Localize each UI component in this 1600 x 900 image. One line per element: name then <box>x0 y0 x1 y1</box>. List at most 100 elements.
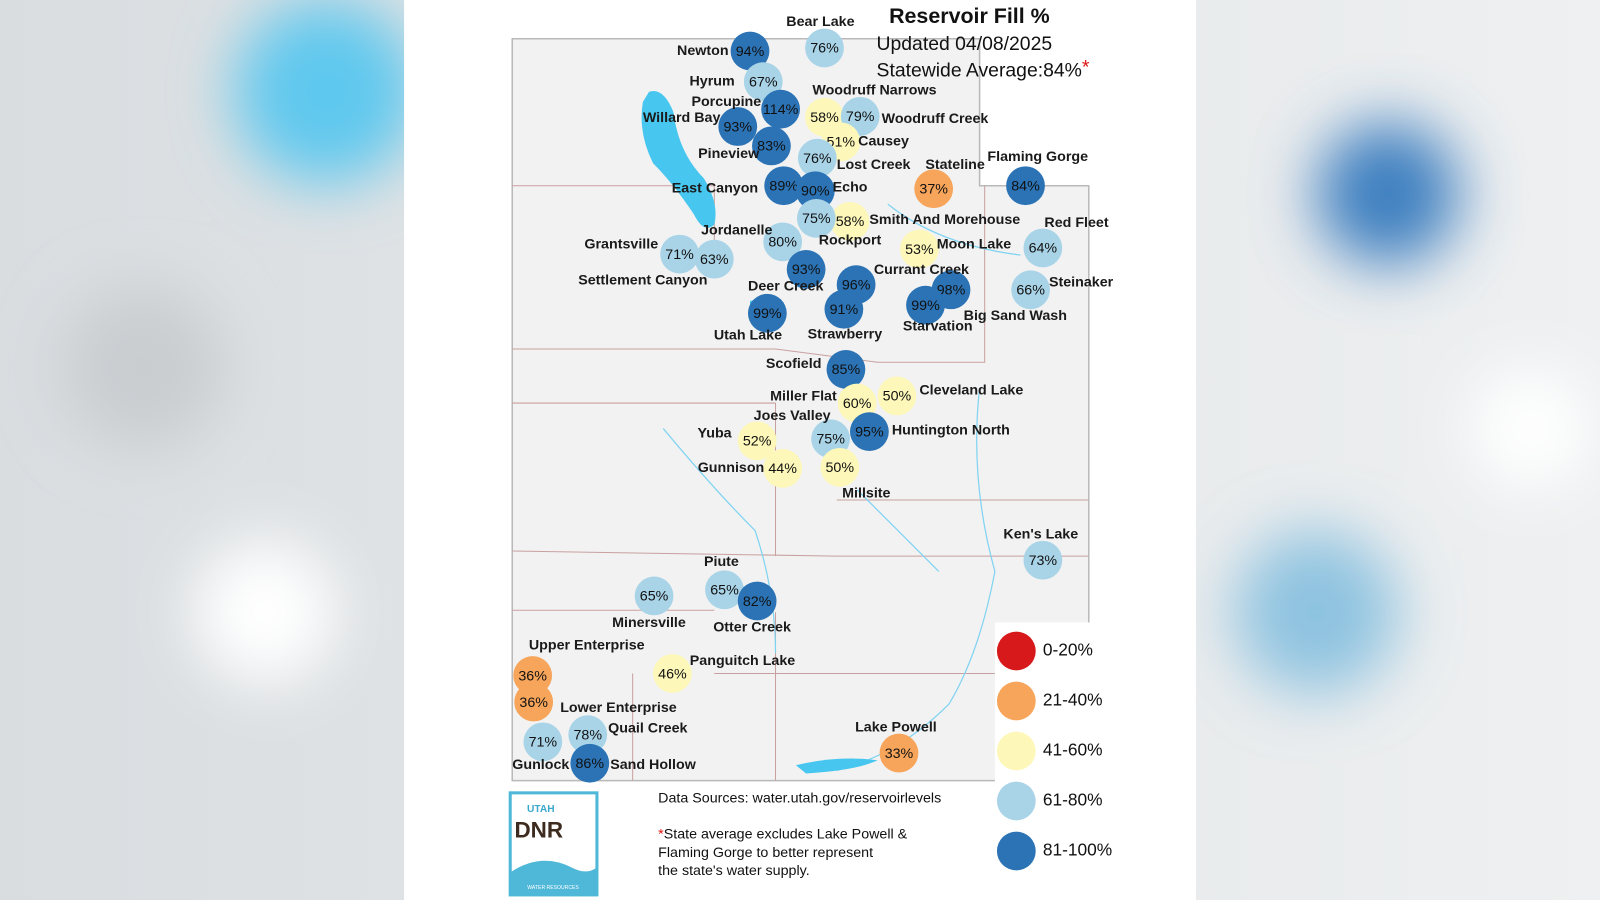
title: Reservoir Fill % <box>889 4 1050 28</box>
fill-label: 46% <box>658 666 687 682</box>
reservoir-name: Quail Creek <box>608 720 687 736</box>
fill-label: 75% <box>816 432 845 448</box>
reservoir-name: Piute <box>704 554 739 570</box>
fill-label: 90% <box>801 184 830 200</box>
reservoir-name: Causey <box>858 134 909 150</box>
reservoir-circle <box>761 89 800 129</box>
reservoir-name: Jordanelle <box>701 222 772 238</box>
reservoir-name: Currant Creek <box>874 262 969 278</box>
reservoir-name: Gunnison <box>698 460 765 476</box>
reservoir-circle <box>1023 228 1063 268</box>
fill-label: 76% <box>803 151 832 167</box>
fill-label: 84% <box>1011 179 1040 195</box>
reservoir-circle <box>796 198 836 238</box>
legend: 0-20% 21-40% 41-60% 61-80% 81-100% <box>994 622 1123 878</box>
legend-swatch <box>996 781 1036 821</box>
reservoir-circle <box>747 293 787 333</box>
fill-label: 71% <box>665 247 694 263</box>
reservoir-name: Otter Creek <box>713 619 791 635</box>
reservoir-name: Smith And Morehouse <box>869 212 1020 228</box>
updated: Updated 04/08/2025 <box>877 33 1053 55</box>
reservoir-circle <box>906 285 945 325</box>
reservoir-name: Woodruff Narrows <box>812 83 936 99</box>
reservoir-circle <box>634 576 674 616</box>
fill-label: 96% <box>842 277 871 293</box>
footnote-1: *State average excludes Lake Powell & <box>658 826 908 842</box>
reservoir-name: Lake Powell <box>855 719 937 735</box>
asterisk: * <box>1082 56 1090 78</box>
reservoir-name: Bear Lake <box>786 14 854 30</box>
fill-label: 51% <box>827 135 856 151</box>
fill-label: 37% <box>919 182 948 198</box>
reservoir-name: Millsite <box>842 486 890 502</box>
reservoir-circle <box>1006 166 1045 206</box>
rivers <box>662 203 1021 772</box>
reservoir-circle <box>705 570 744 610</box>
fill-label: 80% <box>768 235 797 251</box>
fill-label: 95% <box>855 424 884 440</box>
reservoir-circle <box>763 448 803 488</box>
fill-label: 65% <box>710 583 739 599</box>
fill-label: 83% <box>757 139 786 155</box>
footnote-text: State average excludes Lake Powell & <box>664 826 908 842</box>
reservoir-circle <box>805 28 844 68</box>
reservoir-name: Hyrum <box>690 73 735 89</box>
reservoir-name: Woodruff Creek <box>882 111 989 127</box>
statewide: Statewide Average:84%* <box>877 56 1090 81</box>
reservoir-name: Pineview <box>698 146 760 162</box>
reservoir-name: Red Fleet <box>1044 215 1108 231</box>
fill-label: 58% <box>836 214 865 230</box>
reservoirs: 94% 76% 67% 114% 58% 79% 93% 51% 83% 76% 37% 84% 89%… <box>512 14 1114 783</box>
fill-label: 33% <box>885 746 914 762</box>
fill-label: 73% <box>1029 553 1058 569</box>
reservoir-circle <box>737 421 777 461</box>
reservoir-name: Huntington North <box>892 422 1010 438</box>
footnote-3: the state's water supply. <box>658 863 810 879</box>
legend-label: 41-60% <box>1043 740 1103 760</box>
reservoir-circle <box>1023 540 1063 580</box>
logo-wave <box>510 860 597 895</box>
reservoir-circle <box>830 202 870 241</box>
great-salt-lake <box>641 90 716 228</box>
fill-label: 50% <box>883 389 912 405</box>
reservoir-name: Echo <box>833 180 868 196</box>
reservoir-circle <box>514 682 554 722</box>
reservoir-circle <box>743 62 783 102</box>
reservoir-circle <box>879 733 919 773</box>
reservoir-circle <box>694 239 734 279</box>
fill-label: 99% <box>753 306 782 322</box>
reservoir-circle <box>786 250 826 289</box>
reservoir-name: Minersville <box>612 615 686 631</box>
reservoir-circle <box>797 138 837 178</box>
reservoir-circle <box>900 229 939 269</box>
reservoir-name: Porcupine <box>691 94 761 110</box>
fill-label: 53% <box>905 242 934 258</box>
footnote-2: Flaming Gorge to better represent <box>658 845 873 861</box>
fill-label: 76% <box>810 41 839 57</box>
fill-label: 50% <box>826 460 855 476</box>
reservoir-name: Ken's Lake <box>1003 526 1078 542</box>
fill-label: 65% <box>640 589 669 605</box>
fill-label: 89% <box>769 179 798 195</box>
reservoir-circle <box>850 412 889 452</box>
reservoir-circle <box>737 581 777 621</box>
fill-label: 44% <box>768 461 797 477</box>
reservoir-name: Sand Hollow <box>610 757 696 773</box>
reservoir-name: Utah Lake <box>714 327 782 343</box>
legend-swatch <box>996 631 1036 671</box>
reservoir-name: Moon Lake <box>937 237 1012 253</box>
fill-label: 93% <box>792 262 821 278</box>
logo-main: DNR <box>514 818 563 843</box>
reservoir-circle <box>653 654 692 693</box>
fill-label: 75% <box>802 211 831 227</box>
reservoir-circle <box>570 743 610 783</box>
reservoir-circle <box>826 350 866 389</box>
reservoir-circle <box>730 31 770 71</box>
reservoir-circle <box>795 171 835 211</box>
logo-top: UTAH <box>527 804 555 815</box>
reservoir-circle <box>914 169 954 209</box>
reservoir-name: Panguitch Lake <box>690 653 795 669</box>
reservoir-name: Deer Creek <box>748 279 823 295</box>
